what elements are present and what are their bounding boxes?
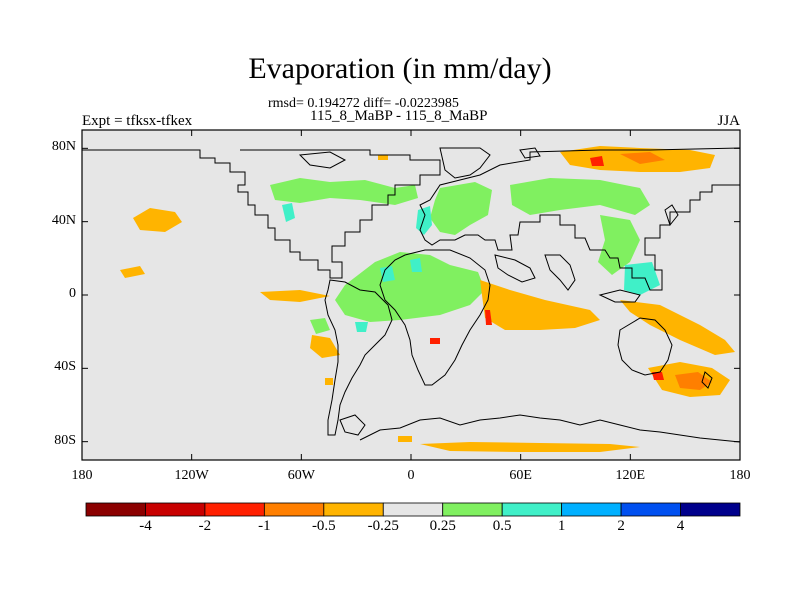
coastlines — [82, 147, 740, 443]
x-tick-label: 180 — [71, 468, 93, 483]
coastline-india — [544, 254, 576, 291]
colorbar-swatch — [382, 502, 444, 517]
coastline-arabia — [494, 254, 536, 283]
stats-line: rmsd= 0.194272 diff= -0.0223985 — [268, 96, 459, 111]
negative-region-antarctic — [420, 442, 640, 452]
coastline-australia — [617, 317, 673, 376]
positive-region-south-america — [310, 318, 330, 334]
negative-region-arctic-core — [620, 152, 665, 164]
negative-region-arctic-red — [590, 156, 604, 166]
colorbar-swatch — [620, 502, 681, 517]
negative-region-tropical-atlantic — [260, 290, 330, 302]
colorbar-swatch — [85, 502, 146, 517]
positive-region-north-america-teal — [282, 203, 295, 222]
y-tick-label: 80S — [54, 432, 76, 448]
x-tick-label: 120E — [615, 468, 646, 483]
colorbar-swatch — [145, 502, 206, 517]
negative-region-south-atlantic — [310, 335, 340, 358]
colorbar-swatch — [323, 502, 384, 517]
positive-region-south-america-teal — [355, 322, 368, 332]
colorbar-tick-label: 0.25 — [429, 518, 456, 534]
colorbar-tick-label: -1 — [258, 518, 271, 534]
colorbar-swatch — [442, 502, 503, 517]
season-label: JJA — [717, 113, 740, 129]
coastline-svalbard — [519, 147, 541, 159]
negative-region-small-3 — [325, 378, 333, 385]
negative-region-north-pacific — [133, 208, 182, 232]
coastline-north-america — [82, 149, 441, 279]
colorbar-swatch — [204, 502, 265, 517]
y-tick-label: 40N — [51, 212, 76, 228]
colorbar-tick-label: -0.5 — [311, 518, 336, 534]
colorbar-tick-label: 0.5 — [492, 518, 512, 534]
coastline-arctic-islands — [298, 151, 347, 169]
experiment-label: Expt = tfksx-tfkex — [82, 113, 193, 129]
colorbar-swatch — [501, 502, 563, 517]
positive-region-europe-teal — [416, 206, 432, 235]
negative-region-tasman — [652, 372, 664, 380]
positive-region-north-america — [270, 178, 418, 205]
contour-fills — [120, 146, 735, 452]
colorbar-tick-label: -4 — [139, 518, 152, 534]
y-tick-label: 80N — [51, 139, 76, 155]
negative-region-indian-ocean — [480, 280, 600, 330]
positive-region-africa — [335, 252, 485, 322]
positive-region-europe — [430, 182, 492, 235]
negative-region-antarctic-west — [398, 436, 412, 442]
y-tick-label: 0 — [69, 286, 76, 301]
coastline-africa — [379, 249, 491, 386]
y-tick-label: 40S — [54, 359, 76, 375]
coastline-new-zealand — [701, 371, 713, 389]
colorbar-tick-label: 2 — [617, 518, 625, 534]
coastline-antarctica — [359, 414, 740, 443]
colorbar — [85, 502, 741, 517]
positive-region-africa-teal — [380, 266, 395, 282]
colorbar-tick-label: 1 — [557, 518, 566, 534]
negative-region-small-1 — [430, 338, 440, 344]
coastline-south-america — [324, 279, 393, 436]
colorbar-tick-label: 4 — [676, 518, 685, 534]
colorbar-swatch — [561, 502, 622, 517]
x-tick-label: 60E — [509, 468, 532, 483]
axis-tick-marks — [81, 130, 741, 460]
colorbar-swatch — [263, 502, 325, 517]
colorbar-tick-label: -2 — [198, 518, 212, 534]
negative-region-west-pacific — [620, 300, 735, 355]
map-title: Evaporation (in mm/day) — [248, 52, 552, 85]
coastline-indonesia — [598, 289, 641, 303]
negative-region-small-2 — [378, 155, 388, 160]
coastline-eurasia — [419, 147, 740, 291]
comparison-line: 115_8_MaBP - 115_8_MaBP — [310, 108, 488, 124]
negative-region-indian-ocean-red — [485, 310, 492, 325]
coastline-japan — [664, 204, 679, 227]
negative-region-south-pacific-core — [675, 372, 712, 390]
negative-region-pacific-small — [120, 266, 145, 278]
positive-region-asia — [510, 178, 650, 215]
coastline-greenland — [439, 147, 491, 179]
x-tick-label: 0 — [407, 468, 415, 483]
x-tick-label: 180 — [729, 468, 751, 483]
positive-region-africa-teal2 — [410, 258, 422, 272]
x-tick-label: 60W — [287, 468, 315, 483]
colorbar-swatch — [680, 502, 741, 517]
colorbar-tick-label: -0.25 — [367, 518, 399, 534]
coastline-antarctic-peninsula — [339, 414, 366, 436]
positive-region-east-asia — [598, 215, 640, 275]
x-tick-label: 120W — [174, 468, 209, 483]
